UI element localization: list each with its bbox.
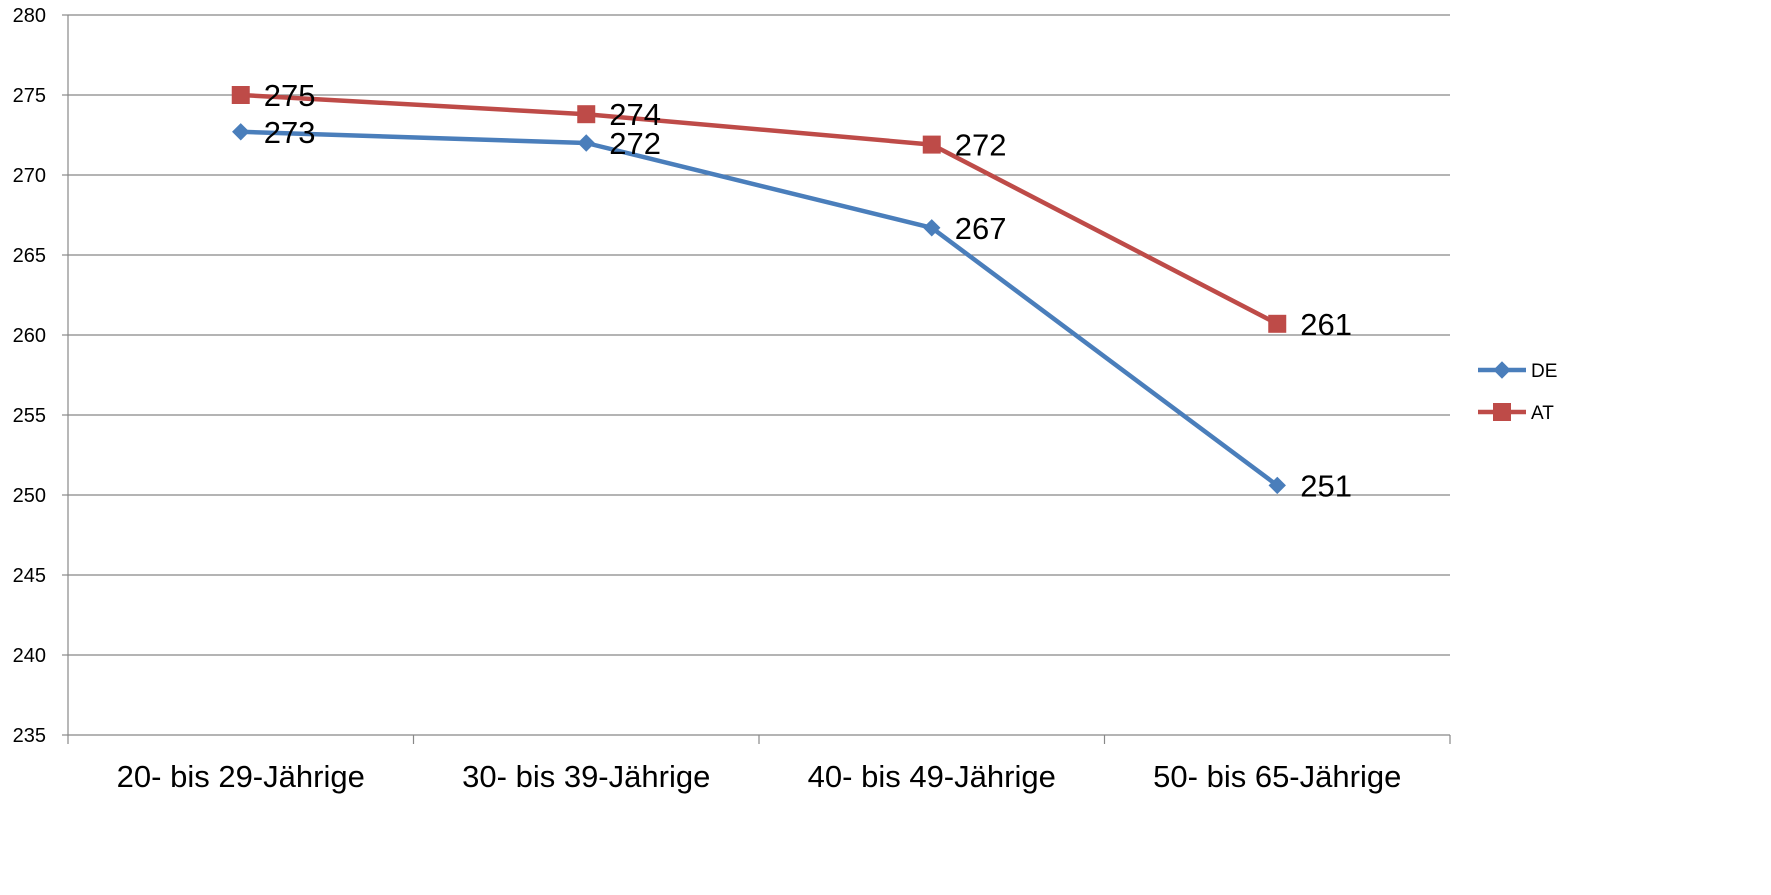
data-label-at: 275 bbox=[264, 78, 316, 113]
y-tick-label: 245 bbox=[13, 565, 46, 587]
x-tick-label: 50- bis 65-Jährige bbox=[1153, 759, 1401, 794]
series bbox=[231, 86, 1287, 495]
legend: DE AT bbox=[1478, 361, 1557, 424]
data-point-de bbox=[923, 219, 941, 237]
data-point-de bbox=[1268, 476, 1286, 495]
data-label-de: 272 bbox=[609, 126, 661, 161]
data-label-de: 273 bbox=[264, 115, 316, 150]
series-line-de bbox=[238, 129, 1280, 488]
y-tick-label: 260 bbox=[13, 325, 46, 347]
data-point-at bbox=[1268, 314, 1287, 333]
y-tick-label: 235 bbox=[13, 725, 46, 747]
y-tick-label: 265 bbox=[13, 245, 46, 267]
legend-marker-de bbox=[1493, 361, 1511, 379]
data-label-de: 267 bbox=[955, 211, 1007, 246]
y-tick-label: 255 bbox=[13, 405, 46, 427]
axes bbox=[62, 14, 1451, 744]
data-point-at bbox=[231, 86, 250, 104]
data-point-at bbox=[922, 135, 941, 154]
y-axis-ticks: 235 240 245 250 255 260 265 270 275 280 bbox=[13, 5, 46, 747]
y-tick-label: 250 bbox=[13, 485, 46, 507]
x-tick-label: 40- bis 49-Jährige bbox=[808, 759, 1056, 794]
legend-marker-at bbox=[1493, 403, 1511, 421]
gridlines bbox=[68, 14, 1450, 656]
data-label-at: 274 bbox=[609, 97, 661, 132]
data-point-de bbox=[577, 134, 595, 152]
y-tick-label: 275 bbox=[13, 85, 46, 107]
data-point-at bbox=[577, 105, 596, 124]
legend-label-de: DE bbox=[1531, 361, 1557, 382]
data-point-de bbox=[232, 123, 250, 141]
data-label-at: 272 bbox=[955, 128, 1007, 163]
x-axis-ticks: 20- bis 29-Jährige 30- bis 39-Jährige 40- … bbox=[117, 759, 1402, 794]
data-label-de: 251 bbox=[1300, 468, 1352, 503]
data-label-at: 261 bbox=[1300, 307, 1352, 342]
legend-label-at: AT bbox=[1531, 403, 1554, 424]
y-tick-label: 280 bbox=[13, 5, 46, 27]
series-line-at bbox=[238, 92, 1280, 327]
x-tick-label: 30- bis 39-Jährige bbox=[462, 759, 710, 794]
y-tick-label: 240 bbox=[13, 645, 46, 667]
x-tick-label: 20- bis 29-Jährige bbox=[117, 759, 365, 794]
y-tick-label: 270 bbox=[13, 165, 46, 187]
